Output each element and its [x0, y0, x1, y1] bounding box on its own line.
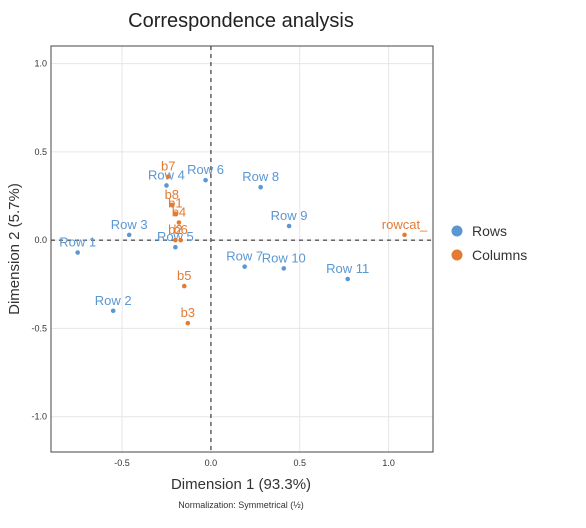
point-label: Row 9	[271, 208, 308, 223]
point-label: b3	[181, 305, 195, 320]
point-label: b1	[168, 196, 182, 211]
legend-label: Rows	[472, 223, 507, 239]
data-point	[402, 232, 407, 238]
data-point	[281, 266, 287, 271]
legend-marker	[451, 225, 463, 237]
legend-marker	[451, 249, 463, 261]
point-label: rowcat_	[382, 217, 428, 232]
y-tick-label: 0.0	[34, 235, 47, 245]
data-point	[164, 183, 169, 188]
legend: Rows Columns	[451, 223, 527, 263]
plot-frame	[50, 45, 434, 453]
y-axis-label: Dimension 2 (5.7%)	[6, 183, 23, 315]
point-label: b6	[173, 222, 187, 237]
point-label: b4	[172, 205, 186, 220]
data-point	[258, 184, 263, 190]
zero-lines	[51, 46, 433, 452]
data-point	[176, 220, 182, 225]
point-label: b5	[177, 268, 191, 283]
data-point	[169, 202, 175, 208]
data-point	[173, 244, 178, 250]
data-point	[286, 223, 292, 229]
y-tick-label: 0.5	[34, 147, 47, 157]
data-point	[203, 177, 208, 183]
y-tick-label: -1.0	[31, 412, 47, 422]
chart-title: Correspondence analysis	[128, 10, 354, 32]
data-point	[110, 308, 116, 314]
tick-labels: -0.5 0.0 0.5 1.0 -1.0 -0.5 0.0 0.5 1.0	[31, 59, 394, 468]
data-point	[173, 237, 178, 243]
x-tick-label: -0.5	[114, 458, 130, 468]
point-label: Row 7	[226, 249, 263, 264]
legend-label: Columns	[472, 247, 527, 263]
data-point	[181, 283, 187, 289]
point-label: Row 11	[326, 261, 369, 276]
point-label: b2	[168, 222, 182, 237]
data-point	[178, 237, 184, 243]
y-tick-label: -0.5	[31, 323, 47, 333]
normalization-note: Normalization: Symmetrical (½)	[178, 500, 304, 510]
point-label: Row 4	[148, 167, 185, 182]
data-point	[173, 211, 178, 216]
x-tick-label: 0.5	[293, 458, 306, 468]
point-label: Row 6	[187, 162, 224, 177]
point-label: Row 1	[59, 235, 96, 250]
data-point	[242, 264, 247, 269]
point-label: b7	[161, 159, 175, 174]
x-axis-label: Dimension 1 (93.3%)	[171, 476, 311, 493]
data-point	[126, 232, 132, 238]
y-tick-label: 1.0	[34, 59, 47, 69]
data-point	[75, 250, 80, 255]
data-point	[165, 174, 171, 179]
x-tick-label: 1.0	[382, 458, 395, 468]
data-point	[185, 320, 191, 326]
point-label: Row 8	[242, 169, 279, 184]
point-label: Row 2	[95, 293, 132, 308]
x-tick-label: 0.0	[205, 458, 218, 468]
point-label: Row 10	[262, 250, 306, 265]
data-points: Row 1 Row 2 Row 3 Row 4 Row 5 Row 6 Row 7 Row 8…	[59, 159, 428, 326]
point-label: Row 5	[157, 229, 194, 244]
point-label: Row 3	[111, 217, 148, 232]
data-point	[345, 276, 351, 282]
point-label: b8	[165, 187, 179, 202]
